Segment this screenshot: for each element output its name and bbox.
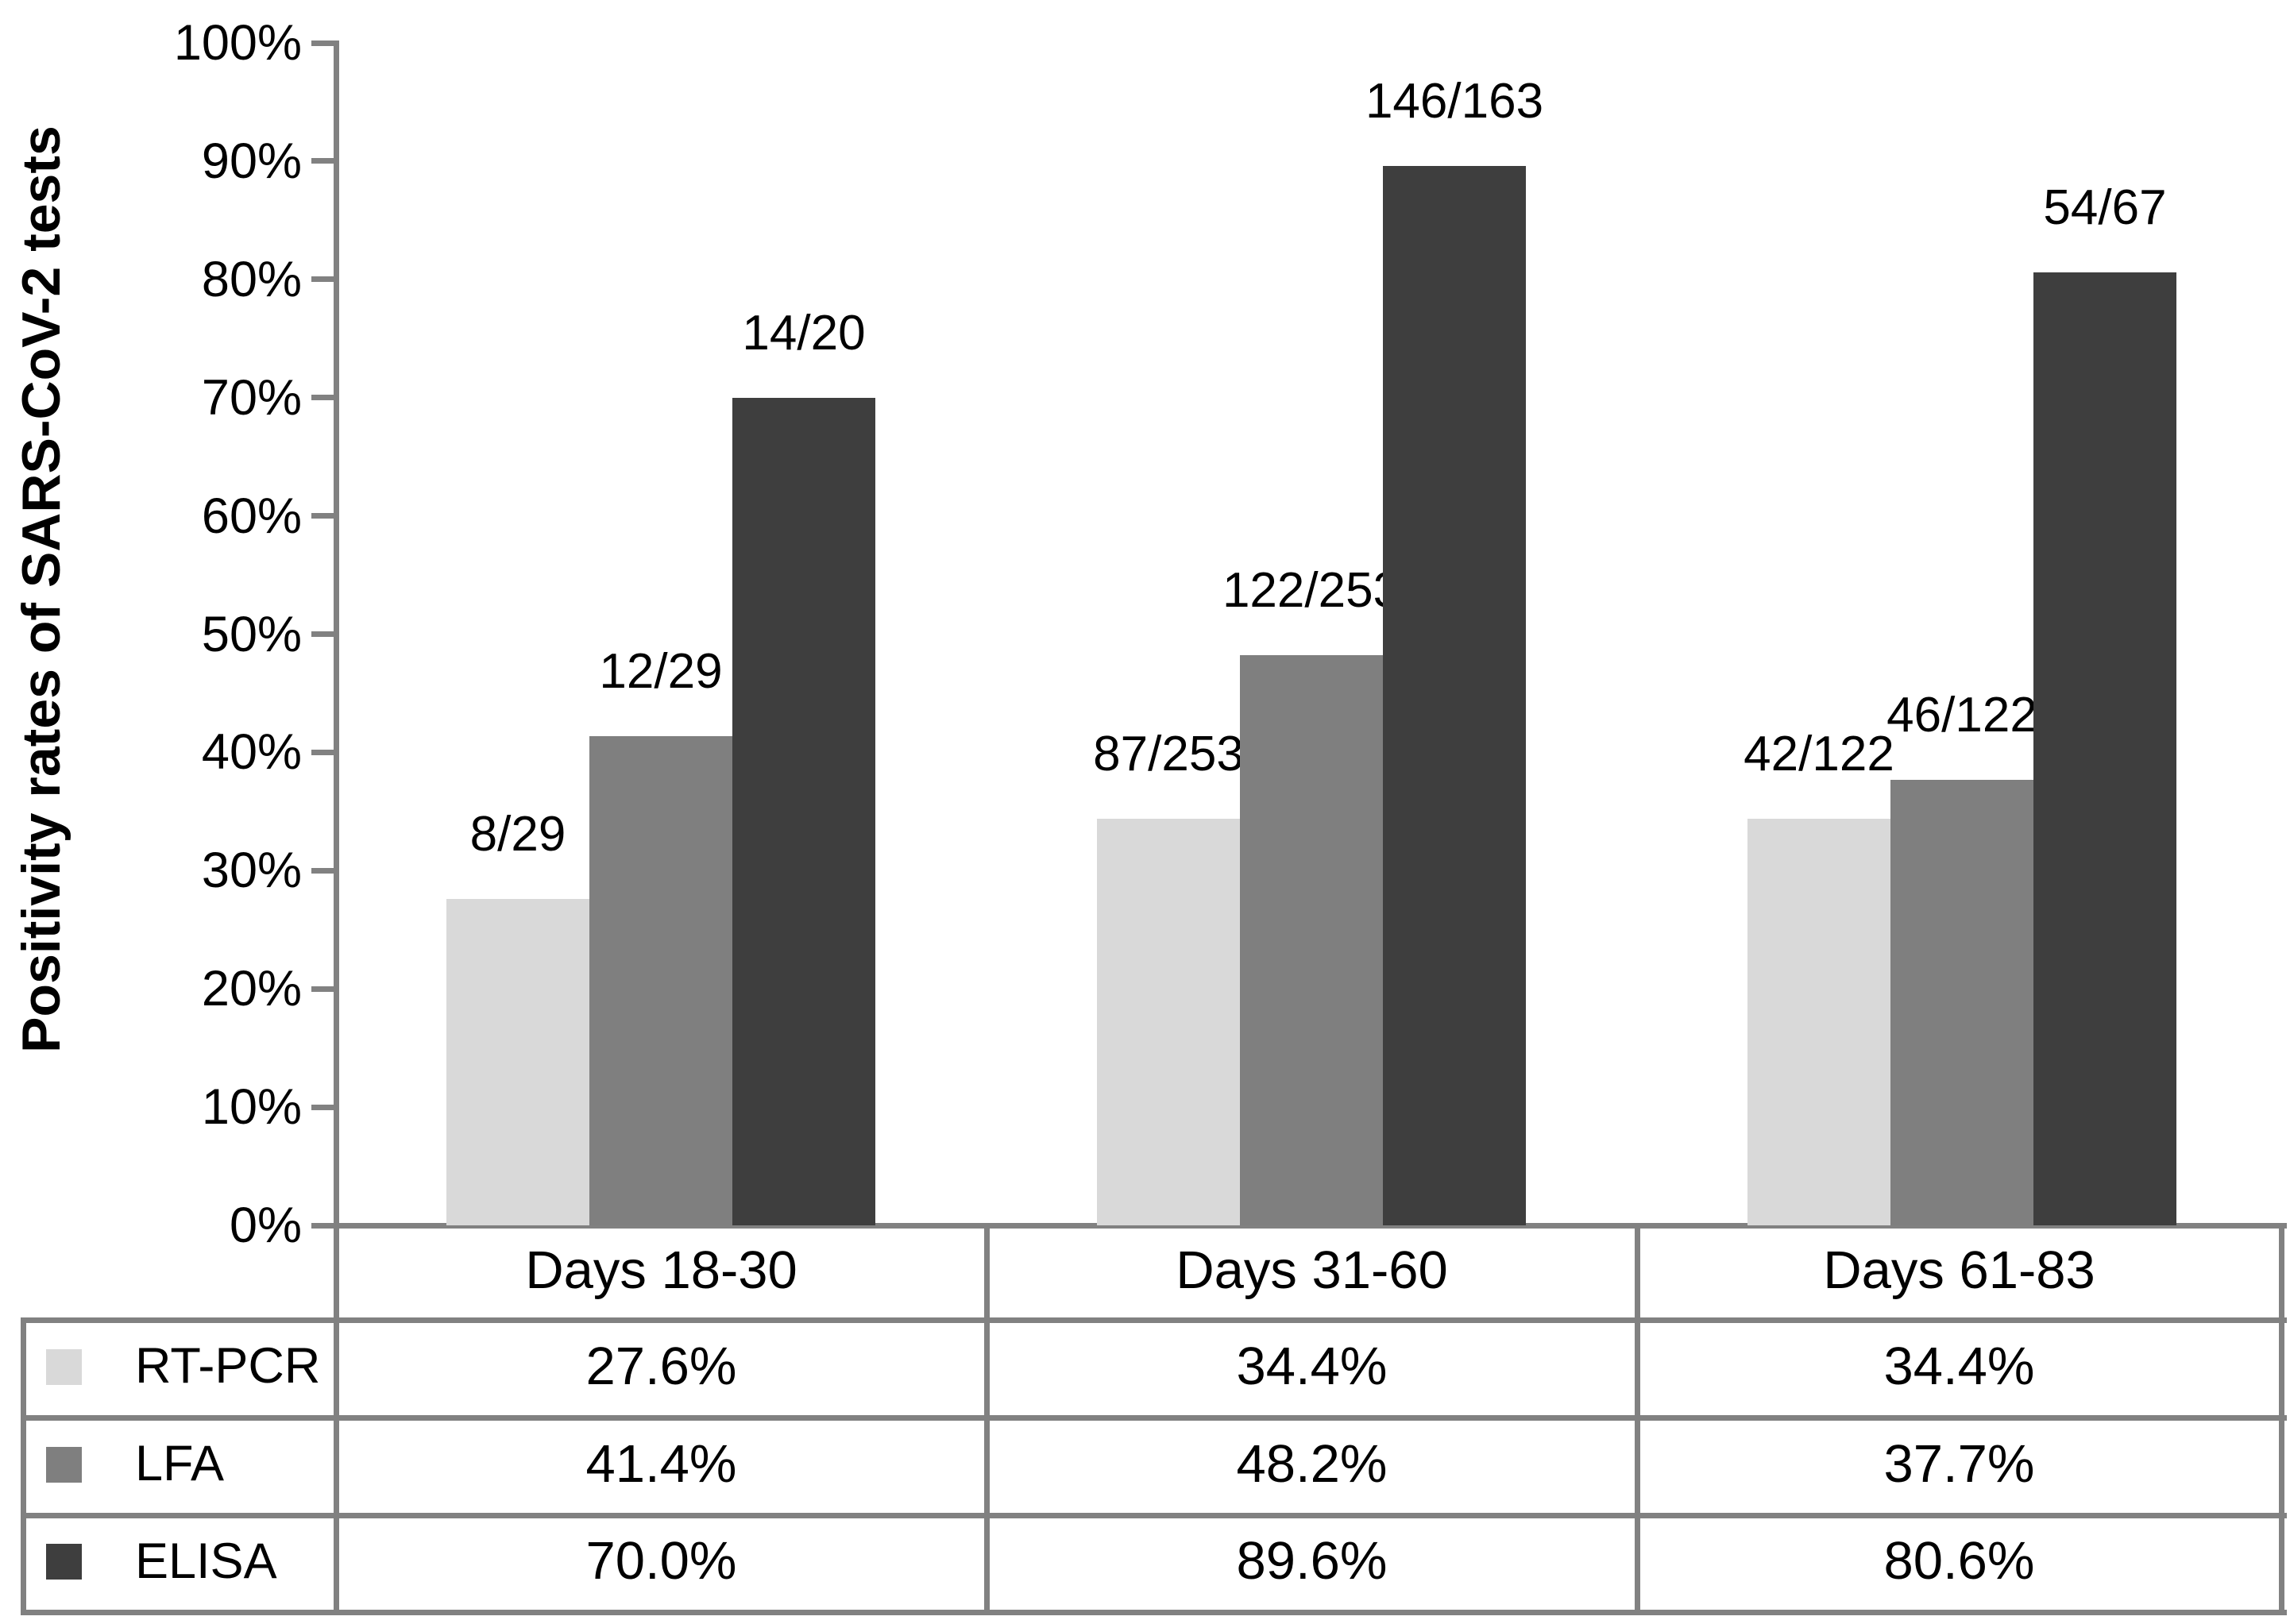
bar-value-label: 87/253 [1093,726,1244,781]
category-header-1: Days 18-30 [525,1240,797,1300]
y-axis-tick-label: 20% [201,961,302,1017]
bar-rt-pcr-1 [446,899,589,1225]
bar-elisa-2 [1383,165,1526,1225]
category-header-2: Days 31-60 [1176,1240,1448,1300]
y-axis-tick-label: 10% [201,1079,302,1136]
table-row-border [21,1513,2287,1518]
y-axis-tick-label: 80% [201,251,302,307]
y-axis-tick-label: 60% [201,488,302,544]
table-column-border [2278,1223,2284,1615]
legend-label-elisa: ELISA [135,1533,277,1589]
y-axis-tick [311,395,336,401]
table-row-border [21,1415,2287,1421]
y-axis-tick [311,986,336,992]
y-axis-tick-label: 70% [201,369,302,426]
bar-rt-pcr-3 [1747,818,1890,1225]
table-value-elisa-3: 80.6% [1883,1531,2035,1591]
bar-value-label: 14/20 [742,305,866,361]
table-value-lfa-3: 37.7% [1883,1434,2035,1494]
y-axis-tick [311,513,336,519]
y-axis-tick-label: 50% [201,606,302,662]
table-row-border [21,1610,2287,1615]
table-value-elisa-2: 89.6% [1236,1531,1388,1591]
legend-swatch-rt-pcr [46,1348,82,1385]
bar-lfa-2 [1240,655,1383,1225]
table-value-lfa-1: 41.4% [585,1434,737,1494]
bar-value-label: 8/29 [469,807,566,862]
y-axis-tick [311,276,336,283]
bar-value-label: 146/163 [1365,73,1544,129]
y-axis-tick-label: 40% [201,724,302,781]
bar-lfa-1 [589,735,732,1225]
y-axis-tick-label: 30% [201,843,302,899]
y-axis-tick [311,158,336,164]
bar-value-label: 42/122 [1744,726,1894,781]
legend-label-rt-pcr: RT-PCR [135,1338,321,1394]
y-axis-tick [311,40,336,46]
table-value-rt-pcr-2: 34.4% [1236,1337,1388,1396]
table-column-border [1634,1223,1640,1615]
y-axis-tick [311,867,336,874]
y-axis-tick [311,1104,336,1110]
y-axis-tick-label: 100% [173,15,302,71]
x-axis-line [311,1222,2287,1229]
bar-elisa-1 [732,397,875,1225]
legend-swatch-elisa [46,1544,82,1580]
table-value-rt-pcr-3: 34.4% [1883,1337,2035,1396]
y-axis-tick [311,631,336,638]
bar-value-label: 122/253 [1222,563,1401,619]
table-value-lfa-2: 48.2% [1236,1434,1388,1494]
legend-label-lfa: LFA [135,1436,225,1491]
bar-value-label: 54/67 [2043,179,2167,235]
legend-swatch-lfa [46,1446,82,1483]
bar-value-label: 12/29 [599,643,723,699]
bar-elisa-3 [2033,272,2176,1225]
y-axis-line [333,40,339,1613]
y-axis-tick-label: 0% [229,1198,302,1253]
table-outer-left-border [21,1317,26,1615]
y-axis-tick [311,749,336,755]
table-column-border [983,1223,990,1615]
bar-rt-pcr-2 [1097,818,1240,1225]
table-value-rt-pcr-1: 27.6% [585,1337,737,1396]
table-value-elisa-1: 70.0% [585,1531,737,1591]
bar-value-label: 46/122 [1886,687,2037,743]
category-header-3: Days 61-83 [1823,1240,2095,1300]
table-row-border [21,1317,2287,1323]
y-axis-tick-label: 90% [201,133,302,189]
bar-lfa-3 [1890,779,2033,1225]
